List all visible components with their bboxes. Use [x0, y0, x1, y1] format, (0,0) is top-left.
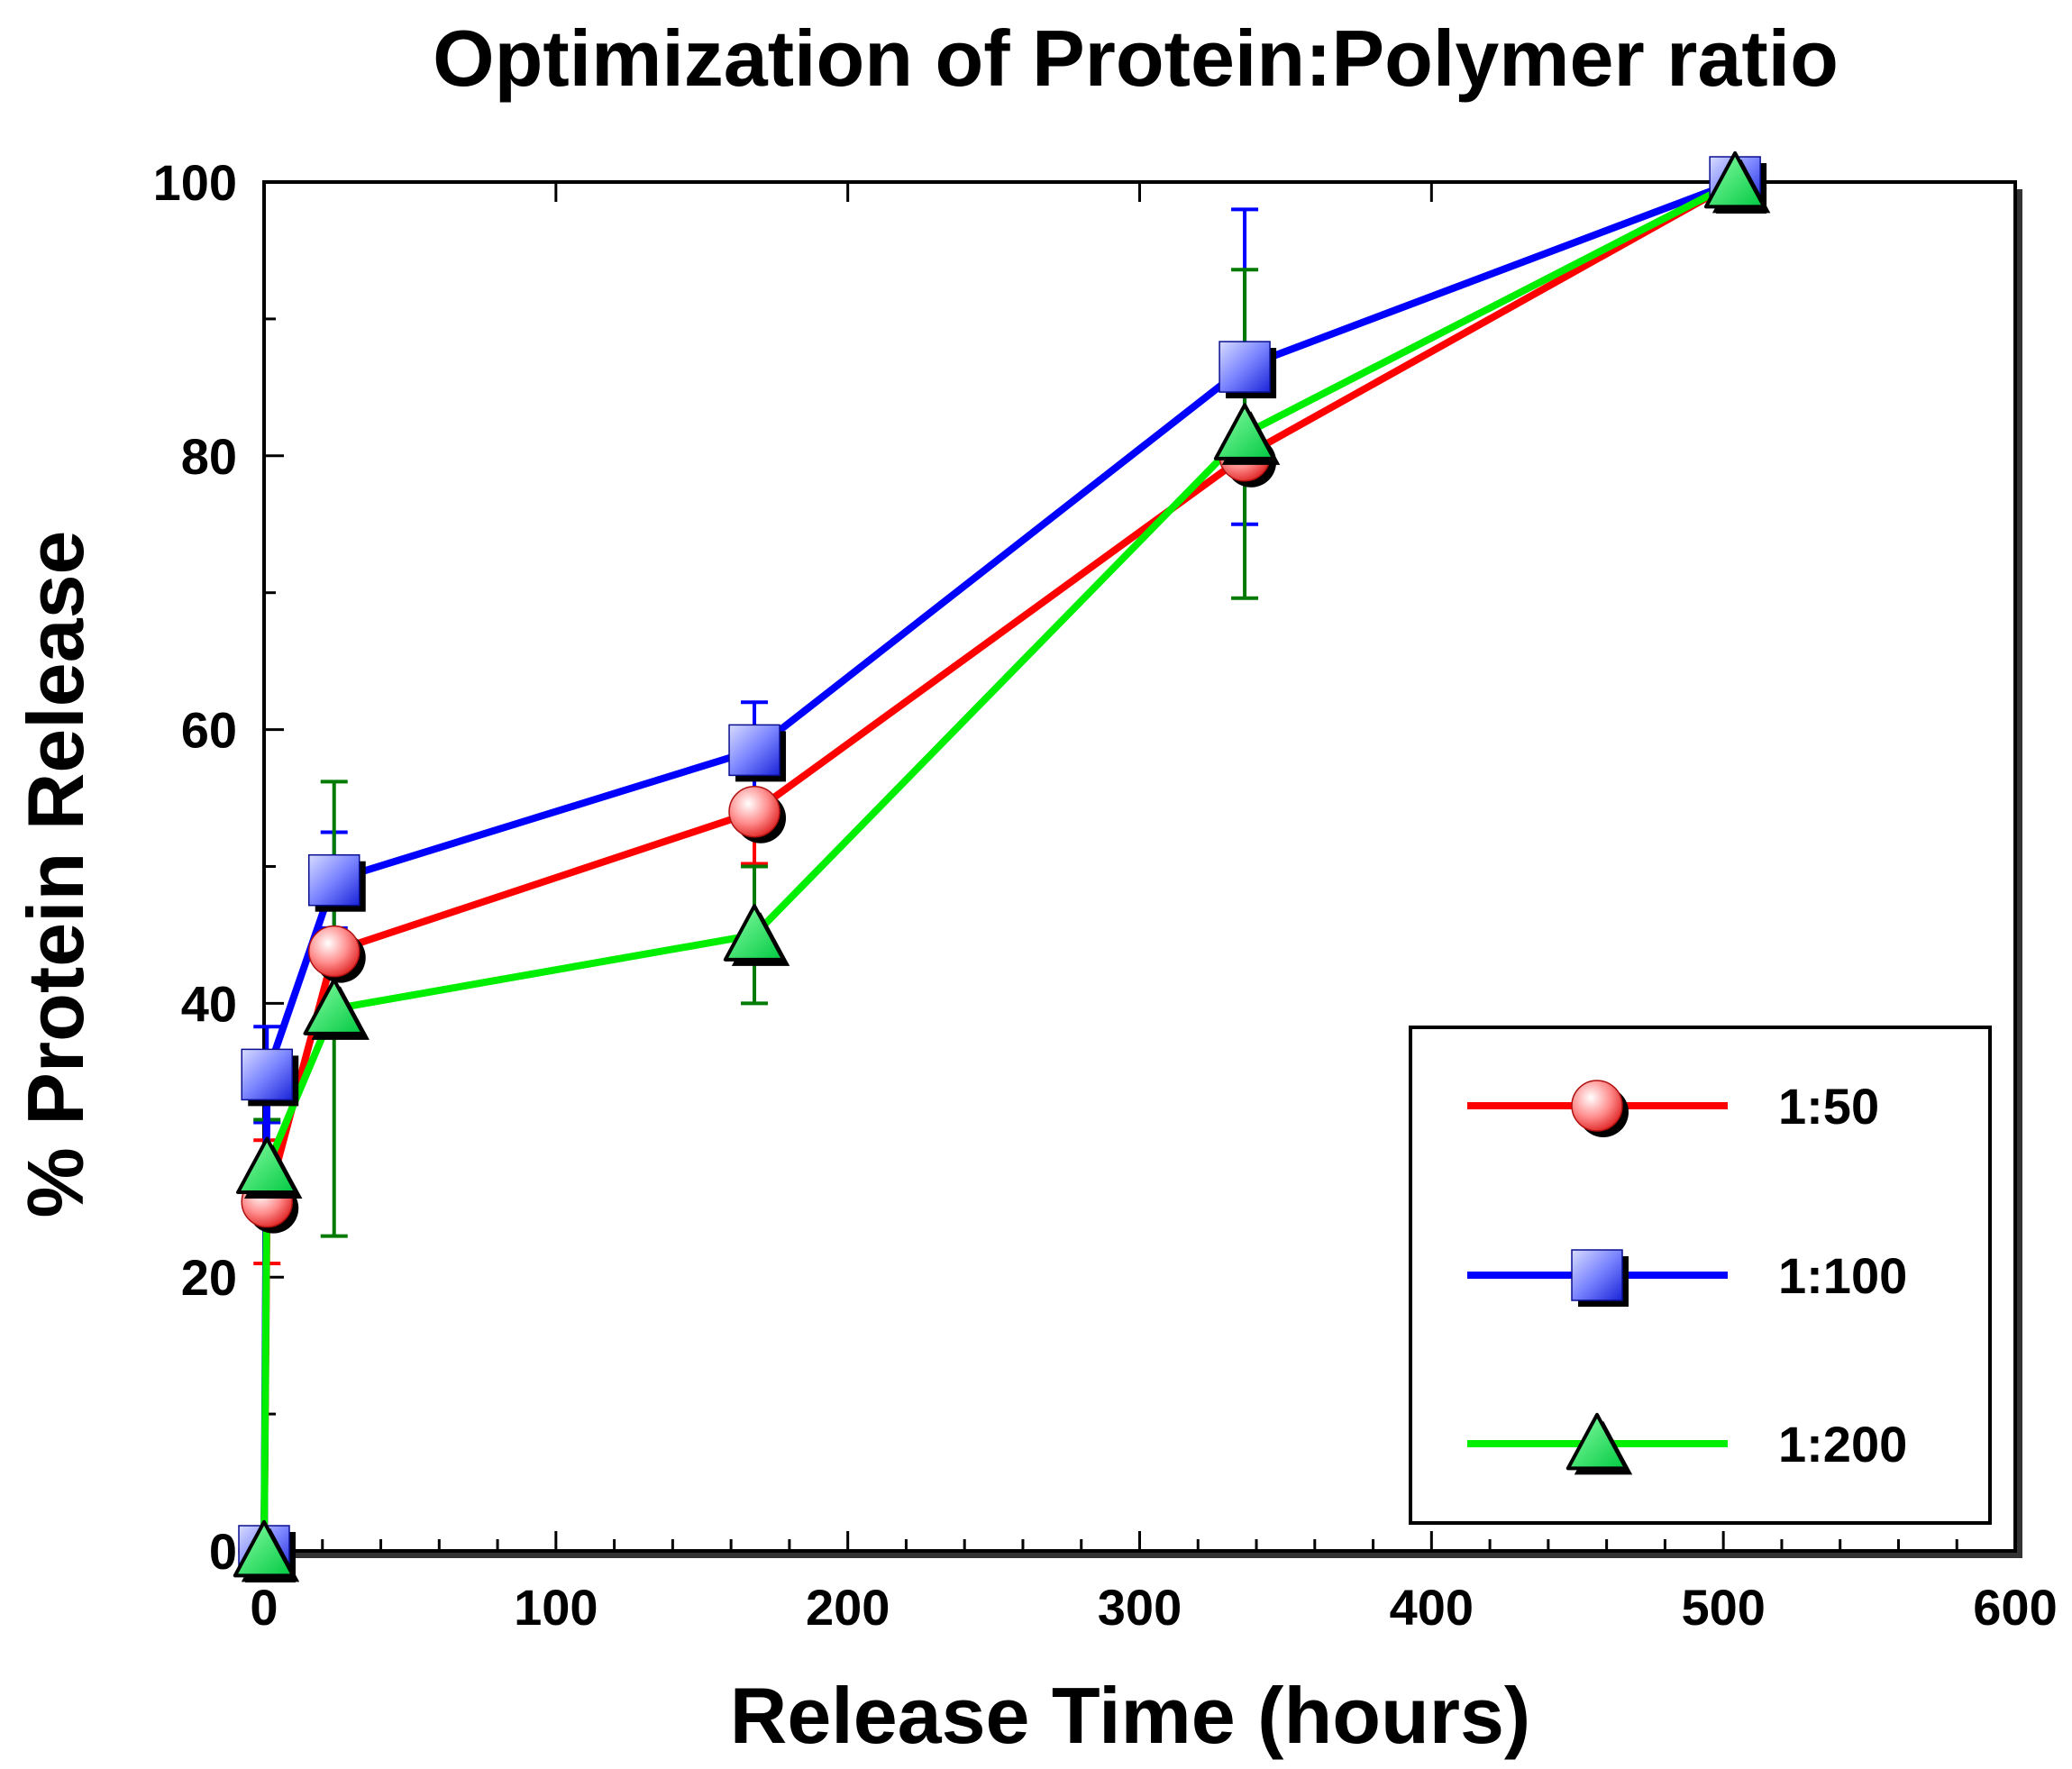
marker-face — [1571, 1249, 1623, 1301]
marker-face — [241, 1048, 293, 1101]
data-point-1:100 — [307, 853, 366, 912]
series-layer — [233, 150, 1771, 1582]
data-point-1:200 — [233, 1519, 300, 1582]
x-tick-label: 200 — [806, 1579, 890, 1636]
data-point-1:200 — [303, 978, 370, 1040]
legend-marker — [1565, 1412, 1633, 1475]
data-point-1:50 — [307, 925, 366, 983]
legend-marker — [1571, 1080, 1629, 1137]
legend-item-1:200: 1:200 — [1467, 1412, 1907, 1475]
marker-face — [723, 904, 786, 962]
marker-face — [1703, 150, 1766, 209]
legend-label: 1:50 — [1778, 1078, 1879, 1135]
marker-face — [728, 724, 780, 777]
legend-label: 1:200 — [1778, 1416, 1907, 1473]
y-tick-label: 0 — [209, 1523, 237, 1580]
legend: 1:50 1:100 1:200 — [1409, 1026, 1992, 1525]
marker-face — [236, 1136, 298, 1195]
marker-face — [1219, 341, 1271, 393]
x-axis-label: Release Time (hours) — [730, 1671, 1530, 1760]
data-point-1:100 — [728, 724, 787, 782]
x-tick-label: 100 — [514, 1579, 598, 1636]
y-tick-label: 100 — [153, 154, 237, 211]
series-markers — [233, 150, 1771, 1582]
marker-face — [303, 978, 365, 1035]
legend-item-1:100: 1:100 — [1467, 1247, 1907, 1307]
y-tick-label: 20 — [181, 1249, 237, 1306]
chart-title: Optimization of Protein:Polymer ratio — [433, 14, 1839, 103]
x-tick-label: 400 — [1390, 1579, 1474, 1636]
data-point-1:100 — [1219, 341, 1277, 399]
marker-face — [1571, 1080, 1623, 1132]
data-point-1:200 — [1213, 403, 1281, 465]
y-tick-label: 60 — [181, 702, 237, 759]
marker-face — [307, 853, 361, 907]
x-tick-label: 600 — [1973, 1579, 2057, 1636]
marker-face — [728, 785, 780, 838]
data-point-1:50 — [728, 785, 787, 843]
data-point-1:100 — [241, 1048, 299, 1107]
data-point-1:200 — [723, 904, 790, 966]
legend-marker — [1571, 1249, 1629, 1307]
y-tick-label: 40 — [181, 975, 237, 1032]
y-tick-label: 80 — [181, 428, 237, 485]
legend-item-1:50: 1:50 — [1467, 1078, 1879, 1137]
marker-face — [307, 925, 361, 978]
y-axis-label: % Protein Release — [11, 531, 100, 1218]
plot-frame — [262, 180, 2022, 1558]
x-tick-label: 0 — [250, 1579, 278, 1636]
x-tick-label: 500 — [1681, 1579, 1765, 1636]
marker-face — [233, 1519, 296, 1578]
marker-face — [1565, 1412, 1629, 1471]
legend-label: 1:100 — [1778, 1247, 1907, 1304]
data-point-1:200 — [236, 1136, 303, 1199]
data-point-1:200 — [1703, 150, 1771, 214]
marker-face — [1213, 403, 1276, 460]
x-tick-label: 300 — [1098, 1579, 1182, 1636]
axis-ticks: 0 100 200 300 400 500 600 0 20 40 60 80 100 — [153, 154, 2058, 1636]
